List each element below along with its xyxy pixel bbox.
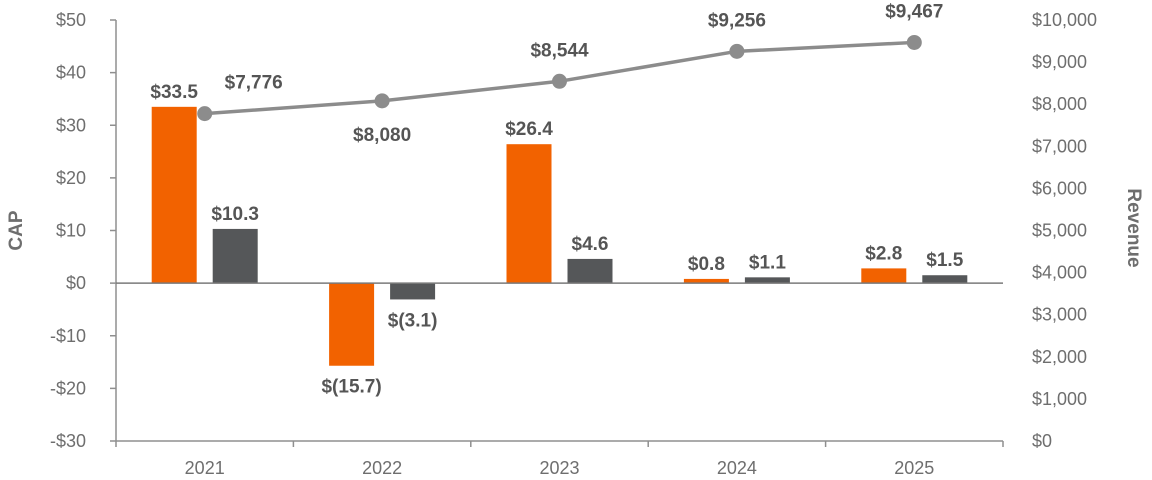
left-axis-tick-label: $0 [66, 273, 86, 293]
bar-gray [744, 277, 790, 284]
right-axis-title: Revenue [1123, 188, 1144, 267]
bar-data-label: $33.5 [150, 82, 198, 103]
left-axis-tick-label: -$30 [50, 431, 86, 451]
bar-data-label: $(3.1) [388, 310, 438, 331]
left-axis-title: CAP [6, 210, 27, 250]
bar-data-label: $(15.7) [321, 377, 381, 398]
revenue-point [906, 34, 922, 50]
bar-orange [861, 268, 907, 284]
right-axis-tick-label: $1,000 [1032, 389, 1087, 409]
left-axis-tick-label: $40 [56, 63, 86, 83]
bar-orange [506, 144, 552, 284]
bar-data-label: $1.5 [926, 250, 963, 271]
bar-orange [151, 106, 197, 284]
revenue-data-label: $9,467 [885, 1, 943, 22]
bar-data-label: $26.4 [505, 119, 553, 140]
right-axis-tick-label: $9,000 [1032, 52, 1087, 72]
left-axis-tick-label: $10 [56, 221, 86, 241]
bar-data-label: $0.8 [688, 254, 725, 275]
x-axis-category-label: 2023 [539, 458, 579, 478]
bar-gray [567, 258, 613, 284]
x-axis-category-label: 2024 [717, 458, 757, 478]
revenue-point [197, 106, 213, 122]
bar-gray [212, 228, 258, 284]
bar-data-label: $2.8 [865, 243, 902, 264]
bar-gray [390, 283, 436, 300]
right-axis-tick-label: $8,000 [1032, 94, 1087, 114]
left-axis-tick-label: $20 [56, 168, 86, 188]
left-axis-tick-label: -$10 [50, 326, 86, 346]
right-axis-tick-label: $0 [1032, 431, 1052, 451]
bar-data-label: $4.6 [572, 234, 609, 255]
revenue-point [374, 93, 390, 109]
revenue-data-label: $8,544 [530, 40, 589, 61]
right-axis-tick-label: $4,000 [1032, 263, 1087, 283]
revenue-data-label: $7,776 [225, 73, 283, 94]
revenue-point [552, 73, 567, 89]
right-axis-tick-label: $2,000 [1032, 347, 1087, 367]
revenue-point [729, 43, 745, 59]
left-axis-tick-label: $50 [56, 10, 86, 30]
right-axis-tick-label: $7,000 [1032, 136, 1087, 156]
right-axis-tick-label: $3,000 [1032, 305, 1087, 325]
revenue-data-label: $8,080 [353, 125, 411, 146]
x-axis-category-label: 2022 [362, 458, 402, 478]
left-axis-tick-label: -$20 [50, 378, 86, 398]
right-axis-tick-label: $6,000 [1032, 178, 1087, 198]
right-axis-tick-label: $10,000 [1032, 10, 1097, 30]
x-axis-category-label: 2021 [185, 458, 225, 478]
x-axis-category-label: 2025 [894, 458, 934, 478]
bar-data-label: $10.3 [211, 204, 259, 225]
bar-orange [329, 283, 375, 366]
left-axis-tick-label: $30 [56, 115, 86, 135]
bar-data-label: $1.1 [749, 252, 786, 273]
bar-orange [683, 278, 729, 284]
bar-gray [922, 275, 968, 284]
revenue-data-label: $9,256 [708, 10, 766, 31]
right-axis-tick-label: $5,000 [1032, 221, 1087, 241]
